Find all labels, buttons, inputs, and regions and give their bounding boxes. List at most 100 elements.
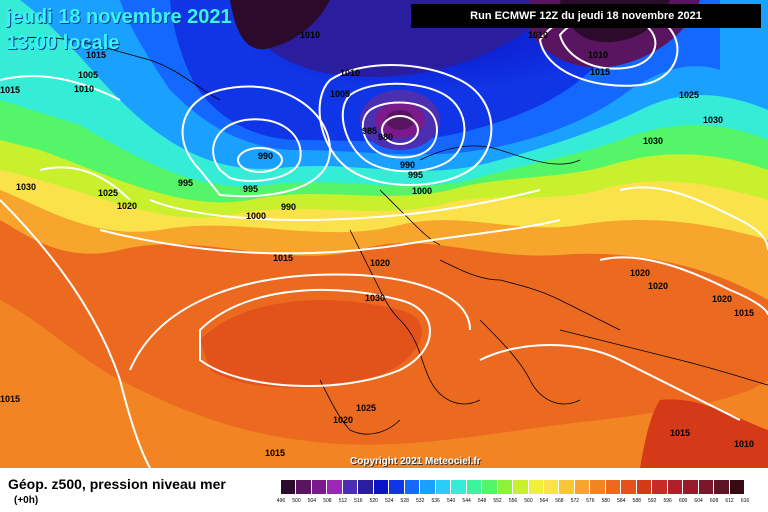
isobar-west-3 <box>39 166 131 201</box>
isobar-label: 1000 <box>246 211 266 221</box>
color-scale <box>281 480 746 494</box>
isobar-label: 1030 <box>643 136 663 146</box>
isobar-label: 1020 <box>712 294 732 304</box>
coast-iberia <box>319 379 401 435</box>
scale-tick-label: 616 <box>740 498 750 504</box>
isobars <box>0 8 768 468</box>
coastlines <box>9 36 768 435</box>
isobar-west-1 <box>0 75 121 101</box>
run-info-banner: Run ECMWF 12Z du jeudi 18 novembre 2021 <box>411 4 761 28</box>
coast-black-sea <box>559 329 768 386</box>
isobar-label: 990 <box>258 151 273 161</box>
isobar-label: 1015 <box>0 85 20 95</box>
isobar-label: 1010 <box>734 439 754 449</box>
field-title: Géop. z500, pression niveau mer <box>8 476 226 492</box>
isobar-label: 1010 <box>528 30 548 40</box>
scale-swatch <box>590 480 606 494</box>
isobar-low-3 <box>361 101 438 159</box>
isobar-label: 1030 <box>16 182 36 192</box>
scale-tick-label: 576 <box>586 498 595 504</box>
scale-swatch <box>311 480 328 494</box>
isobar-label: 1005 <box>78 70 98 80</box>
isobar-label: 1030 <box>703 115 723 125</box>
scale-tick-label: 568 <box>555 498 564 504</box>
scale-swatch <box>636 480 653 494</box>
scale-swatch <box>513 480 529 494</box>
scale-tick-label: 588 <box>632 498 641 504</box>
scale-tick-label: 524 <box>385 498 394 504</box>
scale-tick-label: 536 <box>431 498 440 504</box>
scale-tick-label: 584 <box>617 498 626 504</box>
low-nw-496 <box>230 0 330 50</box>
isobar-west-2 <box>0 199 151 468</box>
isobar-label: 1030 <box>365 293 385 303</box>
scale-tick-label: 528 <box>400 498 409 504</box>
isobar-ring-2 <box>212 118 302 182</box>
coast-greenland <box>9 36 221 101</box>
scale-swatch <box>482 480 498 494</box>
scale-swatch <box>451 480 467 494</box>
isobar-label: 1010 <box>74 84 94 94</box>
isobar-east-1 <box>619 186 768 251</box>
scale-tick-label: 540 <box>446 498 456 504</box>
isobar-label: 1020 <box>370 258 390 268</box>
scale-tick-label: 512 <box>338 498 348 504</box>
scale-swatch <box>652 480 668 494</box>
band-588-se <box>640 399 768 468</box>
scale-swatch <box>466 480 483 494</box>
scale-tick-label: 516 <box>354 498 363 504</box>
coast-scandinavia <box>419 145 581 165</box>
scale-tick-label: 500 <box>292 498 301 504</box>
scale-swatch <box>574 480 591 494</box>
isobar-label: 1015 <box>273 253 293 263</box>
coast-italy <box>479 319 581 405</box>
isobar-label: 995 <box>178 178 193 188</box>
scale-tick-label: 572 <box>570 498 580 504</box>
scale-swatch <box>420 480 436 494</box>
scale-swatch <box>559 480 575 494</box>
isobar-label: 995 <box>243 184 258 194</box>
scale-tick-label: 548 <box>477 498 487 504</box>
scale-swatch <box>605 480 622 494</box>
scale-swatch <box>528 480 544 494</box>
isobar-label: 1015 <box>734 308 754 318</box>
isobar-long-1 <box>149 189 541 221</box>
scale-tick-label: 508 <box>323 498 332 504</box>
scale-swatch <box>296 480 312 494</box>
scale-swatch <box>358 480 374 494</box>
isobar-label: 995 <box>408 170 423 180</box>
scale-tick-label: 592 <box>648 498 657 504</box>
scale-swatch <box>667 480 684 494</box>
isobar-label: 985 <box>362 126 377 136</box>
isobar-label: 1025 <box>679 90 699 100</box>
isobar-label: 1015 <box>265 448 285 458</box>
scale-tick-label: 604 <box>694 498 703 504</box>
scale-tick-label: 556 <box>508 498 518 504</box>
isobar-label: 1015 <box>590 67 610 77</box>
isobar-ring-3 <box>237 147 283 173</box>
scale-tick-label: 580 <box>601 498 610 504</box>
forecast-time: 13:00 locale <box>6 32 120 54</box>
isobar-low-4 <box>381 115 419 145</box>
scale-swatch <box>435 480 452 494</box>
isobar-label: 1015 <box>0 394 20 404</box>
isobar-label: 1010 <box>588 50 608 60</box>
isobar-high-1030 <box>199 289 431 387</box>
scale-swatch <box>621 480 637 494</box>
isobar-east-2 <box>599 256 768 316</box>
isobar-label: 1015 <box>670 428 690 438</box>
coast-central-europe <box>439 259 621 331</box>
scale-swatch <box>373 480 390 494</box>
copyright-text: Copyright 2021 Meteociel.fr <box>350 456 481 467</box>
forecast-date: jeudi 18 novembre 2021 <box>6 6 232 28</box>
scale-swatch <box>698 480 715 494</box>
coast-france-iberia <box>349 229 481 405</box>
scale-swatch <box>342 480 359 494</box>
scale-tick-label: 552 <box>493 498 502 504</box>
scale-swatch <box>404 480 421 494</box>
isobar-label: 1025 <box>98 188 118 198</box>
weather-map: 1010 1015 1005 1010 1010 995 990 995 100… <box>0 0 768 468</box>
scale-tick-label: 504 <box>307 498 317 504</box>
isobar-south-1 <box>479 344 741 421</box>
isobar-label: 1025 <box>356 403 376 413</box>
